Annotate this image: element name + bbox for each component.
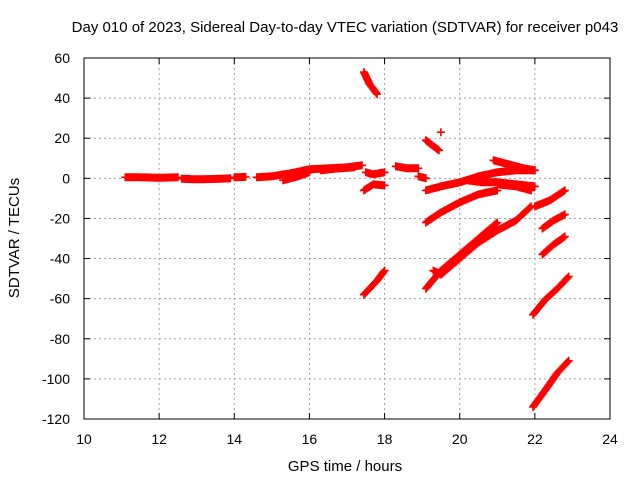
data-point-markers <box>421 136 443 155</box>
series-track-5 <box>279 168 314 185</box>
series-track-23 <box>538 210 569 233</box>
y-tick-label: -40 <box>50 251 70 267</box>
plot-frame <box>83 57 611 420</box>
series-track-8 <box>359 180 389 195</box>
y-tick-label: 40 <box>54 90 70 106</box>
axis-ticks: 10 12 14 16 18 20 22 24 -120 -100 -80 -60 -40 -20 0 20 4… <box>42 50 618 447</box>
series-track-1 <box>121 173 182 182</box>
series-track-9 <box>361 168 389 179</box>
data-point-markers <box>530 186 569 211</box>
y-tick-label: -120 <box>42 411 70 427</box>
series-track-3 <box>230 172 250 182</box>
x-axis-label: GPS time / hours <box>288 458 402 475</box>
data-point-markers <box>279 168 314 185</box>
series-track-21 <box>493 180 536 195</box>
data-point-markers <box>359 68 382 99</box>
series-track-18 <box>429 202 536 279</box>
series-track-15 <box>421 186 502 227</box>
y-tick-label: -80 <box>50 331 70 347</box>
x-tick-label: 22 <box>527 431 543 447</box>
x-tick-label: 12 <box>151 431 167 447</box>
data-point-markers <box>429 202 536 279</box>
x-tick-label: 18 <box>377 431 393 447</box>
data-point-markers <box>359 266 389 299</box>
data-point-markers <box>316 163 359 175</box>
x-tick-label: 16 <box>302 431 318 447</box>
chart-title: Day 010 of 2023, Sidereal Day-to-day VTE… <box>72 19 619 36</box>
series-track-25 <box>529 272 573 319</box>
data-point-markers <box>436 128 445 137</box>
y-tick-label: -60 <box>50 291 70 307</box>
y-tick-label: 20 <box>54 130 70 146</box>
grid <box>84 58 610 419</box>
series-track-10 <box>359 266 389 299</box>
series-track-6 <box>316 163 359 175</box>
y-tick-label: -100 <box>42 371 70 387</box>
y-tick-label: 0 <box>62 170 70 186</box>
x-tick-label: 20 <box>452 431 468 447</box>
data-point-markers <box>121 173 182 182</box>
series-track-24 <box>538 232 569 259</box>
data-point-markers <box>391 162 423 173</box>
data-point-markers <box>361 168 389 179</box>
series-track-20 <box>489 156 539 175</box>
x-tick-label: 24 <box>602 431 618 447</box>
series-track-13 <box>421 136 443 155</box>
x-tick-label: 10 <box>76 431 92 447</box>
series-track-11 <box>391 162 423 173</box>
data-point-markers <box>421 186 502 227</box>
y-tick-label: -20 <box>50 210 70 226</box>
data-point-markers <box>230 172 250 182</box>
y-axis-label: SDTVAR / TECUs <box>6 178 23 298</box>
data-point-markers <box>493 180 536 195</box>
data-point-markers <box>177 174 235 184</box>
data-point-markers <box>359 180 389 195</box>
series-track-12 <box>414 172 430 183</box>
series-track-26 <box>529 356 573 411</box>
x-tick-label: 14 <box>226 431 242 447</box>
y-tick-label: 60 <box>54 50 70 66</box>
data-point-markers <box>538 232 569 259</box>
series-track-22 <box>530 186 569 211</box>
data-point-markers <box>414 172 430 183</box>
data-point-markers <box>489 156 539 175</box>
series-track-2 <box>177 174 235 184</box>
data-points <box>121 68 573 411</box>
series-track-7 <box>359 68 382 99</box>
data-point-markers <box>529 356 573 411</box>
series-track-14 <box>436 128 445 137</box>
data-point-markers <box>538 210 569 233</box>
data-point-markers <box>529 272 573 319</box>
